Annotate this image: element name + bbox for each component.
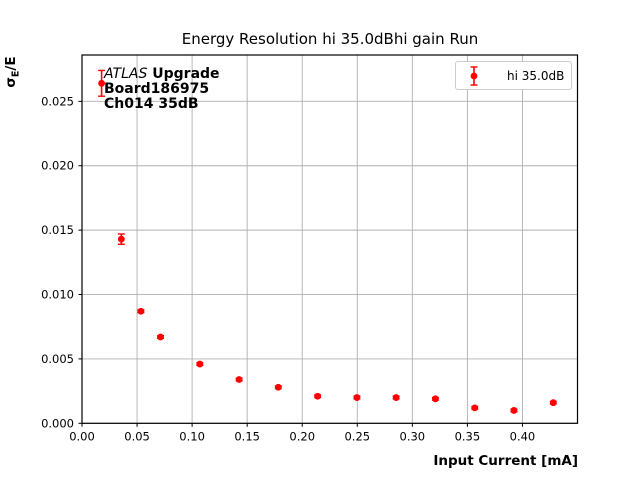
x-tick-label: 0.25 xyxy=(344,429,370,443)
data-point xyxy=(235,376,243,383)
x-tick-label: 0.15 xyxy=(234,429,260,443)
plot-annotation: ATLAS Upgrade Board186975 Ch014 35dB xyxy=(104,67,220,112)
y-tick-label: 0.010 xyxy=(41,288,74,302)
chart-title: Energy Resolution hi 35.0dBhi gain Run xyxy=(181,30,479,48)
x-tick-label: 0.30 xyxy=(400,429,426,443)
data-point xyxy=(392,394,400,401)
data-point xyxy=(196,360,204,368)
data-point xyxy=(98,79,105,87)
y-tick-label: 0.000 xyxy=(41,416,74,430)
annotation-line-3: Ch014 35dB xyxy=(104,96,199,112)
data-point xyxy=(117,235,125,243)
data-point xyxy=(471,404,479,412)
atlas-label: ATLAS xyxy=(104,66,148,82)
data-point xyxy=(137,307,145,315)
data-point xyxy=(549,399,557,407)
y-tick-label: 0.015 xyxy=(41,223,74,237)
annotation-line-1-rest: Upgrade xyxy=(147,66,220,82)
axes-frame xyxy=(81,54,579,424)
x-tick-label: 0.05 xyxy=(124,429,150,443)
x-tick-label: 0.10 xyxy=(179,429,205,443)
y-tick-label: 0.020 xyxy=(41,159,74,173)
data-point xyxy=(353,394,361,401)
x-axis-label: Input Current [mA] xyxy=(433,453,578,469)
data-point xyxy=(432,395,439,403)
annotation-line-1: ATLAS Upgrade xyxy=(104,67,220,82)
x-tick-label: 0.35 xyxy=(455,429,481,443)
data-point xyxy=(274,383,282,391)
data-point xyxy=(314,392,322,400)
x-tick-label: 0.40 xyxy=(510,429,536,443)
y-tick-label: 0.025 xyxy=(41,94,74,108)
data-point xyxy=(510,407,518,414)
legend-marker-icon xyxy=(470,65,478,86)
legend-label: hi 35.0dB xyxy=(507,68,565,83)
legend: hi 35.0dB xyxy=(455,61,572,90)
x-tick-label: 0.00 xyxy=(69,429,95,443)
data-point xyxy=(157,333,164,341)
annotation-line-2: Board186975 xyxy=(104,81,210,97)
y-tick-label: 0.005 xyxy=(41,352,74,366)
x-tick-label: 0.20 xyxy=(289,429,315,443)
